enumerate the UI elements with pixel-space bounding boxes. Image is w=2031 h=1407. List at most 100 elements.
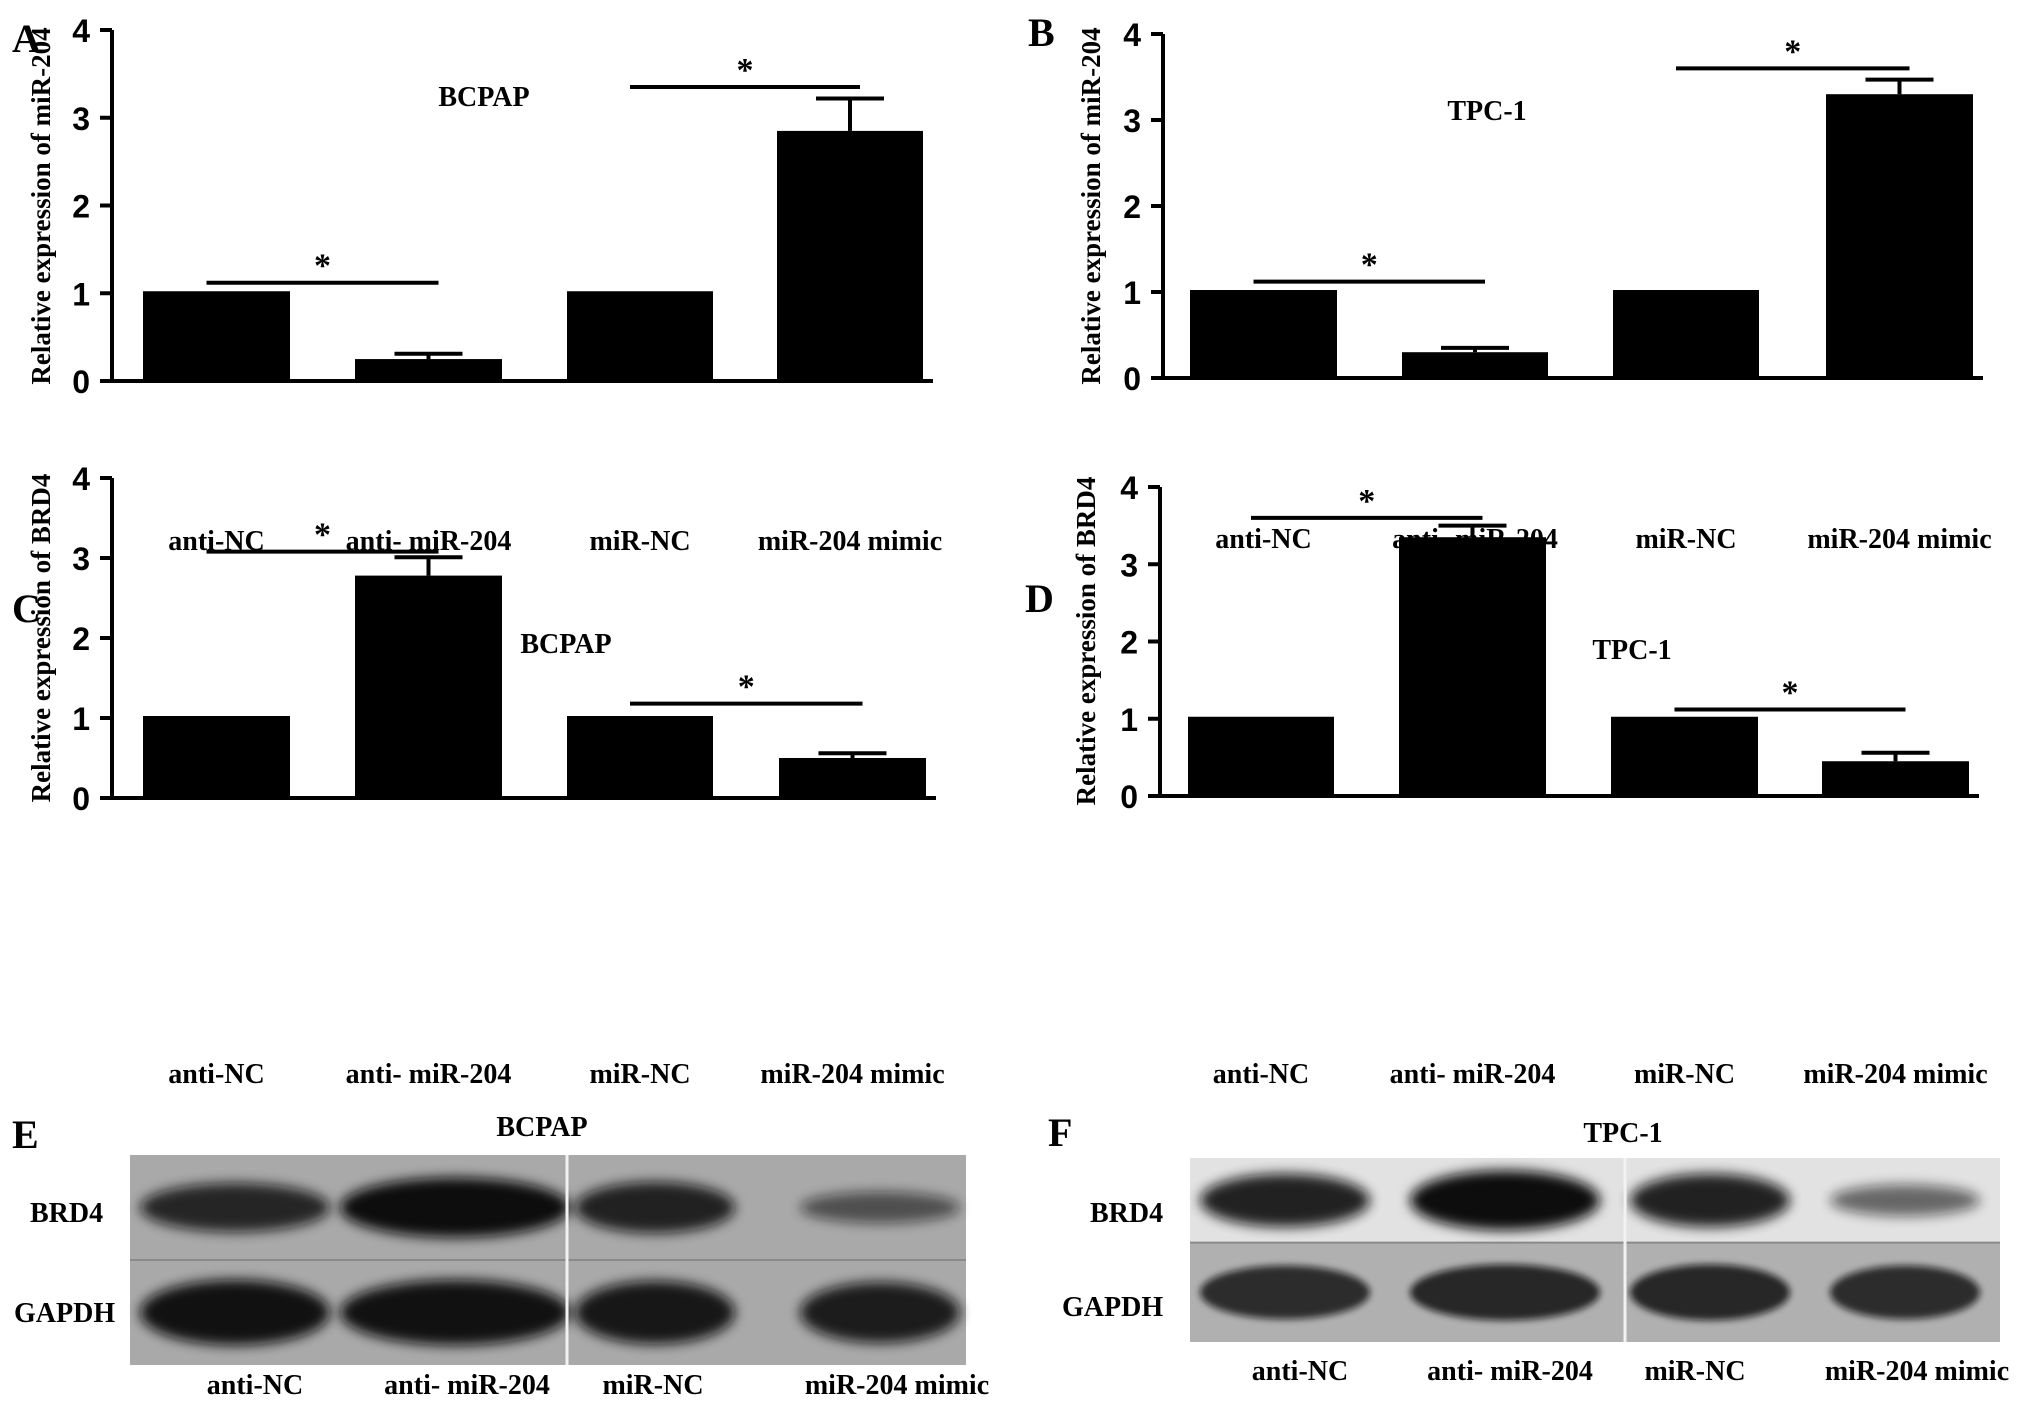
blot-band-brd4 bbox=[575, 1181, 735, 1234]
bar bbox=[1190, 292, 1337, 378]
y-tick-label: 0 bbox=[1123, 361, 1141, 397]
x-tick-label: miR-NC bbox=[589, 1059, 690, 1090]
chart-title: BCPAP bbox=[520, 629, 611, 660]
bar bbox=[1399, 537, 1546, 796]
y-tick-label: 1 bbox=[72, 276, 90, 312]
x-tick-label: anti- miR-204 bbox=[1390, 1059, 1556, 1090]
y-axis-label: Relative expression of miR-204 bbox=[1076, 27, 1106, 384]
blot-lane-label: miR-204 mimic bbox=[805, 1370, 989, 1401]
x-tick-label: anti-NC bbox=[1215, 524, 1311, 555]
blot-band-brd4 bbox=[340, 1177, 570, 1238]
blot-band-gapdh bbox=[1830, 1265, 1980, 1320]
x-tick-label: miR-NC bbox=[589, 526, 690, 557]
blot-band-gapdh bbox=[140, 1279, 330, 1346]
blot-lane-label: anti-NC bbox=[207, 1370, 303, 1401]
blot-row-label-brd4: BRD4 bbox=[30, 1198, 103, 1229]
bar bbox=[143, 718, 290, 798]
blot-band-brd4 bbox=[140, 1183, 330, 1232]
significance-marker: * bbox=[1361, 247, 1378, 284]
blot-band-brd4 bbox=[1200, 1173, 1370, 1228]
blot-title: TPC-1 bbox=[1583, 1118, 1662, 1149]
y-axis-label: Relative expression of BRD4 bbox=[26, 474, 56, 803]
chart-panel-c: 0 1 2 3 4 BCPAP Relative expression of BRD4 ant… bbox=[26, 461, 945, 1090]
y-tick-label: 2 bbox=[72, 621, 90, 657]
y-axis-label: Relative expression of BRD4 bbox=[1071, 477, 1101, 806]
blot-band-gapdh bbox=[800, 1282, 960, 1343]
bar bbox=[1826, 94, 1973, 378]
blot-image-e bbox=[130, 1155, 966, 1365]
blot-lane-label: anti- miR-204 bbox=[384, 1370, 550, 1401]
x-tick-label: miR-NC bbox=[1634, 1059, 1735, 1090]
blot-panel-f: TPC-1 BRD4 GAPDH anti-NC anti- miR-204 m… bbox=[1062, 1118, 2009, 1387]
panel-letter-b: B bbox=[1028, 10, 1055, 55]
y-tick-label: 2 bbox=[1120, 625, 1138, 661]
blot-lane-label: anti-NC bbox=[1252, 1356, 1348, 1387]
blot-band-gapdh bbox=[1410, 1264, 1600, 1321]
significance-marker: * bbox=[737, 52, 754, 89]
significance-marker: * bbox=[314, 517, 331, 554]
y-tick-label: 3 bbox=[72, 101, 90, 137]
bar bbox=[1611, 718, 1758, 796]
bar bbox=[567, 293, 713, 381]
blot-lane-label: miR-NC bbox=[602, 1370, 703, 1401]
bar bbox=[1188, 718, 1334, 796]
blot-band-gapdh bbox=[575, 1280, 735, 1345]
y-tick-label: 1 bbox=[72, 701, 90, 737]
panel-letter-d: D bbox=[1025, 576, 1054, 621]
blot-band-brd4 bbox=[800, 1191, 960, 1224]
panel-letter-e: E bbox=[12, 1112, 39, 1157]
x-tick-label: anti-NC bbox=[1213, 1059, 1309, 1090]
y-tick-label: 1 bbox=[1123, 275, 1141, 311]
blot-band-gapdh bbox=[1630, 1264, 1790, 1321]
y-tick-label: 2 bbox=[72, 189, 90, 225]
blot-lane-label: miR-204 mimic bbox=[1825, 1356, 2009, 1387]
y-tick-label: 2 bbox=[1123, 189, 1141, 225]
blot-row-label-gapdh: GAPDH bbox=[1062, 1292, 1163, 1323]
bar bbox=[779, 758, 926, 798]
y-tick-label: 4 bbox=[1123, 17, 1141, 53]
chart-title: TPC-1 bbox=[1447, 96, 1526, 127]
bar bbox=[1402, 352, 1548, 378]
blot-lane-label: miR-NC bbox=[1644, 1356, 1745, 1387]
panel-letter-c: C bbox=[12, 586, 41, 631]
bar bbox=[777, 130, 923, 381]
blot-band-gapdh bbox=[1200, 1265, 1370, 1320]
x-tick-label: miR-204 mimic bbox=[760, 1059, 944, 1090]
significance-marker: * bbox=[738, 669, 755, 706]
blot-row-label-gapdh: GAPDH bbox=[14, 1298, 115, 1329]
x-tick-label: miR-204 mimic bbox=[758, 526, 942, 557]
bar bbox=[355, 575, 502, 798]
chart-panel-a: 0 1 2 3 4 BCPAP Relative expression of miR-204… bbox=[26, 13, 942, 557]
bar bbox=[1822, 761, 1969, 796]
significance-marker: * bbox=[314, 248, 331, 285]
blot-lane-label: anti- miR-204 bbox=[1427, 1356, 1593, 1387]
bar bbox=[143, 293, 290, 381]
blot-band-gapdh bbox=[340, 1279, 570, 1346]
chart-title: TPC-1 bbox=[1592, 635, 1671, 666]
x-tick-label: anti-NC bbox=[168, 1059, 264, 1090]
y-tick-label: 4 bbox=[1120, 470, 1138, 506]
y-tick-label: 0 bbox=[1120, 779, 1138, 815]
chart-panel-d: 0 1 2 3 4 TPC-1 Relative expression of BRD4 ant… bbox=[1071, 470, 1988, 1090]
x-tick-label: miR-NC bbox=[1635, 524, 1736, 555]
significance-marker: * bbox=[1784, 33, 1801, 70]
blot-band-brd4 bbox=[1830, 1184, 1980, 1217]
y-tick-label: 3 bbox=[1123, 103, 1141, 139]
blot-title: BCPAP bbox=[496, 1112, 587, 1143]
panel-letter-f: F bbox=[1048, 1110, 1072, 1155]
significance-marker: * bbox=[1782, 674, 1799, 711]
blot-image-f bbox=[1190, 1158, 2000, 1342]
chart-title: BCPAP bbox=[438, 82, 529, 113]
significance-marker: * bbox=[1358, 483, 1375, 520]
x-tick-label: miR-204 mimic bbox=[1803, 1059, 1987, 1090]
y-tick-label: 1 bbox=[1120, 702, 1138, 738]
x-tick-label: miR-204 mimic bbox=[1807, 524, 1991, 555]
y-tick-label: 0 bbox=[72, 364, 90, 400]
y-axis-label: Relative expression of miR-204 bbox=[26, 27, 56, 384]
y-tick-label: 3 bbox=[1120, 547, 1138, 583]
y-tick-label: 4 bbox=[72, 461, 90, 497]
blot-row-label-brd4: BRD4 bbox=[1090, 1198, 1163, 1229]
panel-letter-a: A bbox=[12, 16, 41, 61]
y-tick-label: 0 bbox=[72, 781, 90, 817]
